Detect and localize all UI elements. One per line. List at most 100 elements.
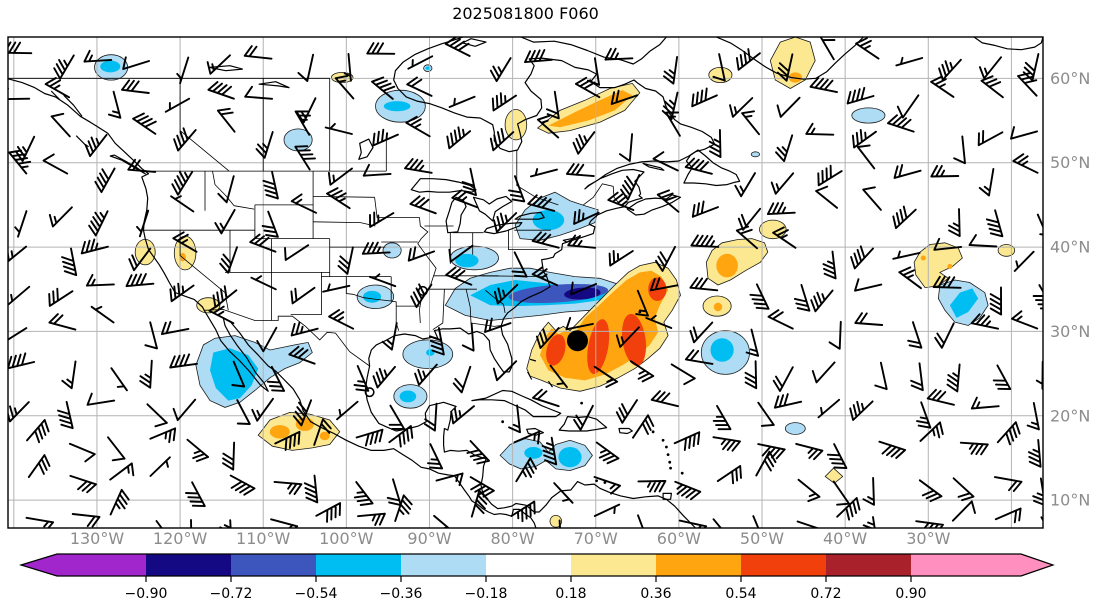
wind-barb [14, 210, 28, 238]
wind-barb [610, 89, 639, 105]
wind-barb [573, 404, 594, 431]
wind-barb [450, 405, 475, 425]
wind-barb [938, 58, 962, 81]
y-tick-label: 50°N [1050, 153, 1090, 172]
wind-barb [386, 478, 402, 507]
wind-barb [109, 462, 135, 481]
wind-barb [110, 367, 128, 392]
wind-barb [48, 313, 77, 331]
wind-barb [369, 211, 395, 228]
wind-barb [121, 79, 150, 94]
wind-barb [815, 185, 839, 209]
wind-barb [665, 111, 681, 137]
contour-region [784, 422, 806, 435]
colorbar-segment [656, 554, 741, 576]
coastline [364, 37, 716, 528]
contour-region [455, 253, 479, 268]
wind-barb [250, 275, 277, 291]
map-content [8, 37, 1043, 528]
wind-barb [655, 245, 676, 272]
border-line [516, 150, 559, 206]
contour-region [997, 244, 1016, 257]
calm-wind-circle-marker [364, 387, 375, 398]
wind-barb [26, 419, 50, 444]
wind-barb [985, 209, 1004, 238]
wind-barb [361, 241, 391, 255]
wind-barb [691, 87, 718, 108]
wind-barb [810, 289, 834, 313]
wind-barb [757, 401, 775, 427]
border-line [179, 78, 230, 172]
border-line [583, 183, 620, 206]
wind-barb [231, 360, 246, 388]
x-tick-label: 100°W [319, 529, 374, 548]
wind-barb [741, 110, 760, 136]
wind-barb [446, 126, 472, 150]
wind-barb [8, 149, 32, 175]
wind-barb [545, 90, 560, 120]
wind-barb [169, 282, 195, 303]
wind-barb [892, 250, 921, 260]
wind-barb [146, 403, 168, 428]
wind-barb [388, 404, 406, 430]
wind-barb [745, 328, 760, 357]
wind-barb [893, 164, 922, 179]
border-line [374, 197, 420, 218]
wind-barb [394, 494, 413, 522]
contour-region [558, 447, 582, 468]
wind-barb [712, 404, 732, 431]
wind-barb [90, 305, 115, 324]
coastline [547, 380, 553, 388]
wind-barb [292, 399, 313, 427]
contour-region [947, 264, 953, 269]
wind-barb [757, 443, 786, 460]
colorbar-segment [826, 554, 911, 576]
wind-barb [691, 200, 719, 218]
contour-region [548, 90, 633, 128]
wind-barb [164, 97, 191, 113]
island-coastline [558, 416, 608, 432]
wind-barb [303, 474, 319, 504]
wind-barb [910, 362, 924, 392]
wind-barb [68, 442, 96, 463]
wind-barb [139, 359, 153, 389]
wind-barb [469, 476, 495, 498]
wind-barb [826, 443, 848, 470]
wind-barb [1027, 438, 1042, 468]
wind-barb [817, 398, 841, 419]
island-coastline [626, 194, 682, 216]
wind-barb [980, 75, 1004, 99]
wind-barb [433, 514, 450, 528]
wind-barb [8, 327, 28, 341]
wind-barb [735, 225, 759, 250]
small-island-dot [669, 466, 672, 470]
wind-barb [207, 81, 235, 100]
wind-barb [992, 364, 1012, 391]
wind-barb [851, 128, 877, 149]
wind-barb [632, 414, 655, 439]
wind-barb [42, 153, 69, 175]
wind-barb [919, 421, 944, 442]
island-coastline [683, 149, 741, 187]
wind-barb [970, 396, 1000, 410]
wind-barb [896, 94, 920, 119]
wind-barb [381, 322, 398, 351]
wind-barb [290, 193, 318, 214]
wind-barb [451, 189, 479, 209]
wind-barb [290, 286, 316, 305]
wind-barb [313, 418, 332, 446]
wind-barb [953, 135, 966, 165]
wind-barb [251, 397, 274, 422]
graticule-layer [8, 37, 1043, 528]
wind-barb [531, 266, 559, 287]
wind-barb [173, 127, 197, 152]
wind-barb [773, 393, 803, 409]
wind-barb [572, 131, 596, 155]
wind-barb [656, 189, 680, 213]
wind-barb [294, 110, 311, 136]
island-coastline [483, 222, 523, 235]
coastline [8, 78, 537, 528]
x-tick-label: 70°W [574, 529, 618, 548]
wind-barb [862, 476, 875, 506]
border-line [470, 322, 502, 327]
